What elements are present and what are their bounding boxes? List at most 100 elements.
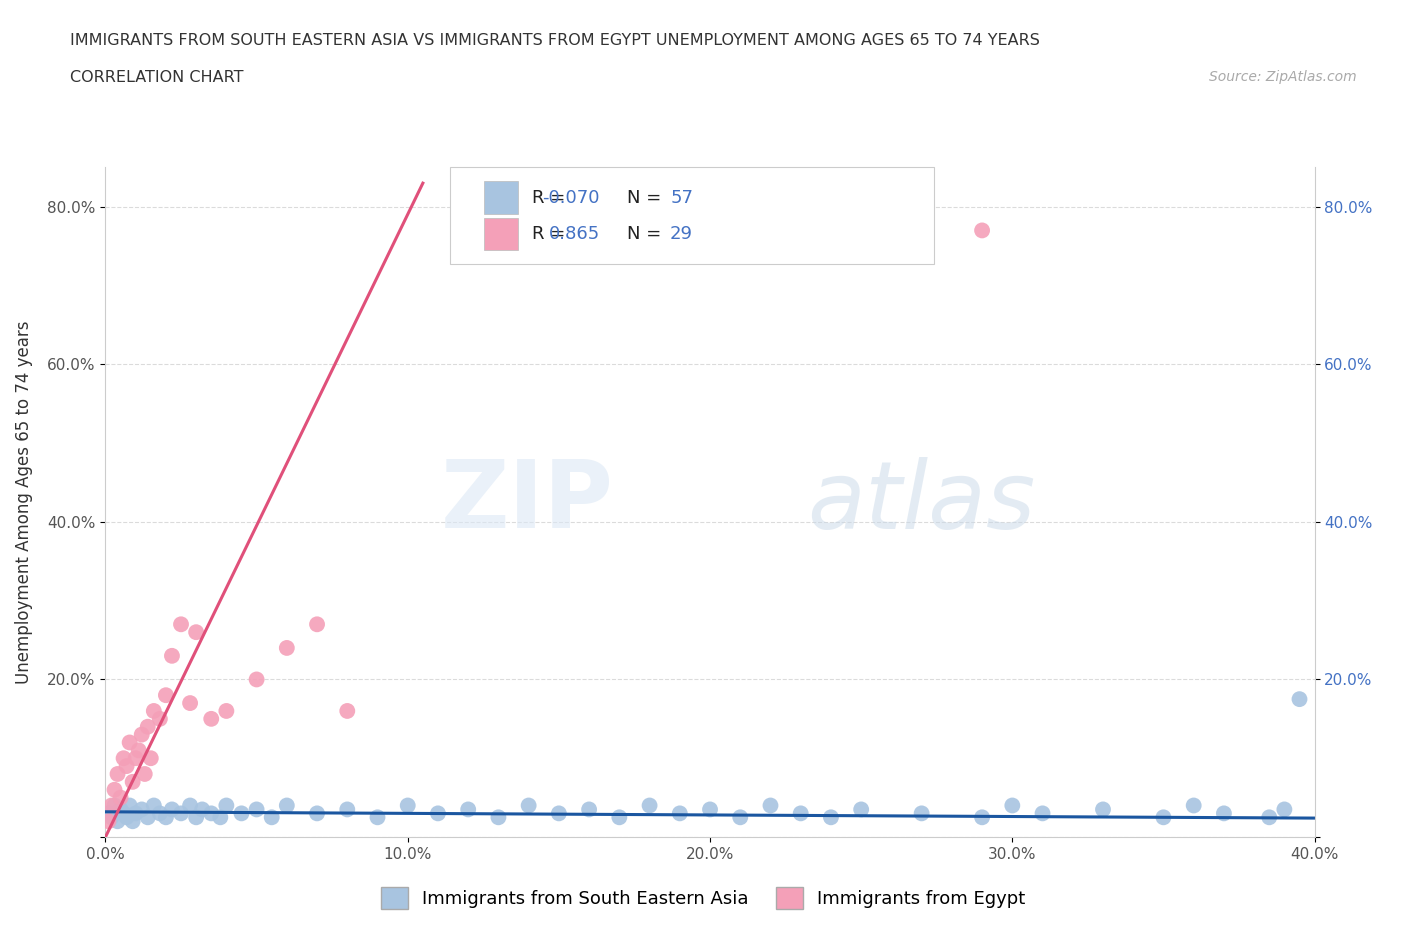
Point — [1092, 802, 1115, 817]
Point — [186, 810, 208, 825]
Point — [276, 641, 298, 656]
Point — [142, 798, 165, 813]
Point — [790, 806, 813, 821]
Point — [276, 798, 298, 813]
Point — [699, 802, 721, 817]
Point — [112, 751, 135, 765]
Point — [200, 711, 222, 726]
Point — [970, 810, 993, 825]
Point — [155, 810, 177, 825]
Point — [911, 806, 934, 821]
Point — [1001, 798, 1024, 813]
Point — [578, 802, 600, 817]
Point — [307, 617, 329, 631]
Bar — [484, 181, 517, 214]
Point — [396, 798, 419, 813]
Point — [517, 798, 540, 813]
Point — [107, 814, 129, 829]
Legend: Immigrants from South Eastern Asia, Immigrants from Egypt: Immigrants from South Eastern Asia, Immi… — [374, 880, 1032, 916]
Point — [457, 802, 479, 817]
Point — [231, 806, 253, 821]
Point — [759, 798, 782, 813]
Point — [125, 806, 148, 821]
Point — [160, 648, 183, 663]
Point — [107, 766, 129, 781]
Text: IMMIGRANTS FROM SOUTH EASTERN ASIA VS IMMIGRANTS FROM EGYPT UNEMPLOYMENT AMONG A: IMMIGRANTS FROM SOUTH EASTERN ASIA VS IM… — [70, 33, 1040, 47]
Point — [115, 810, 138, 825]
Point — [149, 711, 172, 726]
Point — [200, 806, 222, 821]
Point — [134, 766, 156, 781]
Point — [1258, 810, 1281, 825]
Point — [97, 806, 120, 821]
Point — [609, 810, 631, 825]
Point — [186, 625, 208, 640]
Point — [191, 802, 214, 817]
Point — [246, 802, 269, 817]
Text: 57: 57 — [671, 189, 693, 206]
Point — [100, 810, 122, 825]
Point — [121, 814, 143, 829]
Point — [115, 759, 138, 774]
Point — [246, 672, 269, 687]
Point — [139, 751, 162, 765]
Text: 29: 29 — [671, 225, 693, 244]
Point — [488, 810, 510, 825]
Point — [121, 775, 143, 790]
Point — [730, 810, 752, 825]
Point — [179, 696, 201, 711]
Point — [336, 802, 359, 817]
Point — [110, 802, 132, 817]
Point — [160, 802, 183, 817]
Point — [170, 806, 193, 821]
Point — [131, 802, 153, 817]
Point — [307, 806, 329, 821]
Point — [125, 751, 148, 765]
Point — [112, 806, 135, 821]
Point — [170, 617, 193, 631]
Point — [427, 806, 450, 821]
Point — [149, 806, 172, 821]
Point — [638, 798, 661, 813]
Point — [260, 810, 283, 825]
Point — [103, 798, 125, 813]
Text: ZIP: ZIP — [440, 457, 613, 548]
Point — [1153, 810, 1175, 825]
Text: N =: N = — [627, 189, 661, 206]
Text: atlas: atlas — [807, 457, 1035, 548]
Point — [100, 798, 122, 813]
Point — [97, 814, 120, 829]
Text: -0.070: -0.070 — [543, 189, 600, 206]
FancyBboxPatch shape — [450, 167, 934, 264]
Bar — [484, 219, 517, 250]
Point — [548, 806, 571, 821]
Point — [209, 810, 232, 825]
Point — [215, 798, 238, 813]
Point — [1288, 692, 1310, 707]
Point — [118, 735, 141, 750]
Text: R =: R = — [533, 189, 565, 206]
Point — [1274, 802, 1296, 817]
Text: N =: N = — [627, 225, 661, 244]
Point — [128, 743, 150, 758]
Point — [336, 703, 359, 718]
Point — [136, 719, 159, 734]
Point — [820, 810, 842, 825]
Point — [1032, 806, 1054, 821]
Y-axis label: Unemployment Among Ages 65 to 74 years: Unemployment Among Ages 65 to 74 years — [15, 321, 34, 684]
Point — [179, 798, 201, 813]
Point — [1182, 798, 1205, 813]
Point — [1212, 806, 1236, 821]
Point — [136, 810, 159, 825]
Text: Source: ZipAtlas.com: Source: ZipAtlas.com — [1209, 70, 1357, 84]
Point — [970, 223, 993, 238]
Point — [118, 798, 141, 813]
Point — [215, 703, 238, 718]
Point — [103, 782, 125, 797]
Point — [110, 790, 132, 805]
Point — [669, 806, 692, 821]
Text: CORRELATION CHART: CORRELATION CHART — [70, 70, 243, 85]
Point — [849, 802, 872, 817]
Text: 0.865: 0.865 — [548, 225, 600, 244]
Point — [142, 703, 165, 718]
